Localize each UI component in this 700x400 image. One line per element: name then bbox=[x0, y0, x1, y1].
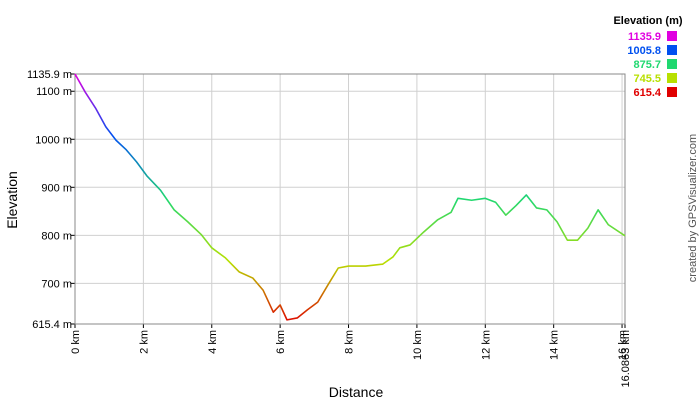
legend-swatch bbox=[667, 73, 677, 83]
x-tick-label: 16 km bbox=[617, 330, 629, 360]
x-tick-label: 0 km bbox=[70, 330, 82, 354]
x-tick-label: 10 km bbox=[412, 330, 424, 360]
x-tick-label: 12 km bbox=[480, 330, 492, 360]
x-tick-label: 6 km bbox=[275, 330, 287, 354]
y-tick-label: 615.4 m bbox=[32, 319, 72, 331]
y-tick-label: 700 m bbox=[41, 278, 72, 290]
x-tick-label: 16.0863 km bbox=[620, 330, 632, 387]
legend-swatch bbox=[667, 45, 677, 55]
y-tick-label: 1135.9 m bbox=[27, 69, 72, 81]
legend-swatch bbox=[667, 59, 677, 69]
x-tick-label: 14 km bbox=[549, 330, 561, 360]
legend-swatch bbox=[667, 87, 677, 97]
x-tick-label: 4 km bbox=[207, 330, 219, 354]
legend-title: Elevation (m) bbox=[613, 15, 682, 27]
y-tick-label: 900 m bbox=[41, 182, 72, 194]
elevation-line bbox=[74, 73, 626, 321]
y-tick-label: 1000 m bbox=[35, 134, 72, 146]
y-tick-label: 800 m bbox=[41, 230, 72, 242]
legend-value: 1135.9 bbox=[628, 31, 661, 43]
plot-border bbox=[74, 73, 626, 325]
legend-value: 745.5 bbox=[633, 73, 661, 85]
x-tick-label: 8 km bbox=[344, 330, 356, 354]
x-tick-label: 2 km bbox=[138, 330, 150, 354]
y-tick-label: 1100 m bbox=[36, 86, 72, 98]
legend-swatch bbox=[667, 31, 677, 41]
legend-value: 615.4 bbox=[633, 87, 661, 99]
x-axis-label: Distance bbox=[329, 384, 384, 400]
credit: created by GPSVisualizer.com bbox=[687, 134, 699, 282]
y-axis-label: Elevation bbox=[4, 171, 20, 229]
legend-value: 875.7 bbox=[633, 59, 661, 71]
legend-value: 1005.8 bbox=[627, 45, 661, 57]
